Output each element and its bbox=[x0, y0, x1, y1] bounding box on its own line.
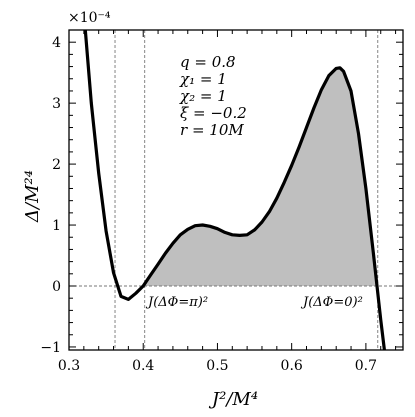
parameter-line: χ₁ = 1 bbox=[179, 70, 227, 88]
y-tick-label: 3 bbox=[52, 96, 61, 112]
parameter-line: q = 0.8 bbox=[180, 53, 236, 71]
label-j-delta-phi-zero: J(ΔΦ=0)² bbox=[300, 295, 363, 310]
x-tick-label: 0.7 bbox=[355, 358, 377, 374]
x-axis-title: J²/M⁴ bbox=[208, 389, 258, 410]
y-tick-labels: −1 0 1 2 3 4 bbox=[40, 35, 61, 356]
x-tick-label: 0.6 bbox=[281, 358, 303, 374]
y-tick-label: 2 bbox=[52, 157, 61, 173]
x-tick-labels: 0.3 0.4 0.5 0.6 0.7 bbox=[58, 358, 377, 374]
positive-region-fill bbox=[143, 67, 377, 286]
x-tick-label: 0.3 bbox=[58, 358, 80, 374]
plot-frame bbox=[68, 29, 404, 351]
y-tick-label: −1 bbox=[40, 340, 61, 356]
y-scale-label: ×10⁻⁴ bbox=[68, 10, 111, 26]
parameter-line: χ₂ = 1 bbox=[179, 87, 227, 105]
label-j-delta-phi-pi: J(ΔΦ=π)² bbox=[145, 295, 208, 310]
delta-curve bbox=[83, 29, 386, 351]
parameter-line: r = 10M bbox=[180, 121, 244, 139]
x-tick-label: 0.5 bbox=[206, 358, 228, 374]
axis-ticks bbox=[68, 30, 403, 350]
parameter-annotation: q = 0.8χ₁ = 1χ₂ = 1ξ = −0.2r = 10M bbox=[179, 53, 247, 139]
y-tick-label: 1 bbox=[52, 218, 61, 234]
parameter-line: ξ = −0.2 bbox=[180, 104, 247, 122]
y-tick-label: 4 bbox=[52, 35, 61, 51]
y-axis-title: Δ/M²⁴ bbox=[22, 170, 43, 223]
y-tick-label: 0 bbox=[52, 279, 61, 295]
x-tick-label: 0.4 bbox=[132, 358, 154, 374]
